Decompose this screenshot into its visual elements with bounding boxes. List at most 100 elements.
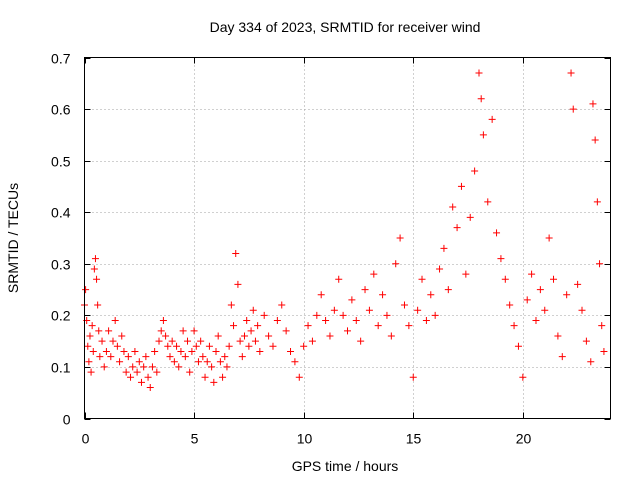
data-point bbox=[541, 306, 549, 314]
data-point bbox=[344, 327, 351, 335]
data-point bbox=[387, 332, 395, 340]
data-point bbox=[87, 368, 95, 376]
data-point bbox=[245, 342, 253, 350]
data-point bbox=[184, 337, 192, 345]
data-point bbox=[536, 286, 544, 294]
data-point bbox=[179, 327, 187, 335]
data-point bbox=[457, 182, 465, 190]
y-tick-labels: 0 0.1 0.2 0.3 0.4 0.5 0.6 0.7 bbox=[51, 51, 71, 428]
data-point bbox=[370, 270, 378, 278]
data-point bbox=[282, 327, 290, 335]
data-point bbox=[91, 255, 99, 263]
data-point bbox=[440, 244, 448, 252]
data-point bbox=[545, 234, 553, 242]
data-point bbox=[190, 327, 198, 335]
data-point bbox=[278, 301, 286, 309]
data-point bbox=[379, 291, 387, 299]
data-point bbox=[269, 342, 277, 350]
data-point bbox=[164, 342, 172, 350]
data-point bbox=[221, 353, 229, 361]
data-point bbox=[177, 347, 185, 355]
data-point bbox=[109, 337, 117, 345]
data-point bbox=[287, 347, 295, 355]
data-point bbox=[260, 311, 268, 319]
data-point bbox=[100, 363, 108, 371]
data-point bbox=[188, 347, 196, 355]
data-point bbox=[82, 286, 90, 294]
data-point bbox=[225, 342, 233, 350]
data-point bbox=[317, 291, 325, 299]
data-point bbox=[563, 291, 571, 299]
data-point bbox=[330, 306, 338, 314]
data-point bbox=[214, 332, 222, 340]
data-point bbox=[118, 332, 126, 340]
data-point bbox=[219, 373, 227, 381]
y-axis-title: SRMTID / TECUs bbox=[5, 183, 21, 293]
x-tick-label: 15 bbox=[406, 431, 422, 447]
data-point bbox=[251, 337, 259, 345]
data-point bbox=[107, 353, 115, 361]
data-point bbox=[477, 95, 485, 103]
data-point bbox=[216, 358, 224, 366]
data-point bbox=[102, 347, 110, 355]
data-point bbox=[86, 332, 94, 340]
data-point bbox=[162, 332, 170, 340]
data-point bbox=[400, 301, 408, 309]
data-point bbox=[146, 384, 154, 392]
data-point bbox=[444, 286, 452, 294]
data-point bbox=[127, 373, 135, 381]
data-point bbox=[365, 306, 373, 314]
data-point bbox=[168, 337, 176, 345]
data-point bbox=[116, 358, 124, 366]
data-point bbox=[501, 275, 509, 283]
data-point bbox=[414, 306, 422, 314]
data-point bbox=[105, 327, 113, 335]
data-point bbox=[173, 342, 181, 350]
data-point bbox=[383, 311, 391, 319]
data-point bbox=[135, 358, 143, 366]
data-point bbox=[113, 342, 121, 350]
data-point bbox=[199, 353, 207, 361]
data-point bbox=[497, 255, 505, 263]
data-point bbox=[111, 317, 119, 325]
y-tick-label: 0 bbox=[63, 412, 71, 428]
data-points bbox=[81, 69, 608, 392]
data-point bbox=[153, 368, 161, 376]
data-point bbox=[523, 296, 531, 304]
data-point bbox=[131, 347, 139, 355]
data-point bbox=[140, 363, 148, 371]
data-point bbox=[436, 265, 444, 273]
data-point bbox=[427, 291, 435, 299]
data-point bbox=[122, 368, 130, 376]
data-point bbox=[223, 363, 231, 371]
data-point bbox=[194, 358, 202, 366]
data-point bbox=[453, 224, 461, 232]
y-tick-label: 0.3 bbox=[51, 257, 71, 273]
data-point bbox=[175, 363, 183, 371]
data-point bbox=[510, 322, 518, 330]
data-point bbox=[589, 100, 597, 108]
data-point bbox=[232, 249, 240, 257]
y-tick-label: 0.2 bbox=[51, 308, 71, 324]
data-point bbox=[357, 337, 365, 345]
data-point bbox=[449, 203, 457, 211]
data-point bbox=[574, 280, 582, 288]
data-point bbox=[313, 311, 321, 319]
y-tick-label: 0.6 bbox=[51, 102, 71, 118]
data-point bbox=[479, 131, 487, 139]
data-point bbox=[155, 337, 163, 345]
grid-lines bbox=[84, 57, 611, 419]
data-point bbox=[569, 105, 577, 113]
data-point bbox=[238, 353, 246, 361]
data-point bbox=[462, 270, 470, 278]
x-tick-label: 5 bbox=[191, 431, 199, 447]
data-point bbox=[166, 353, 174, 361]
data-point bbox=[528, 270, 536, 278]
data-point bbox=[304, 322, 312, 330]
data-point bbox=[466, 213, 474, 221]
data-point bbox=[582, 337, 590, 345]
data-point bbox=[210, 378, 218, 386]
data-point bbox=[96, 353, 104, 361]
data-point bbox=[98, 337, 106, 345]
